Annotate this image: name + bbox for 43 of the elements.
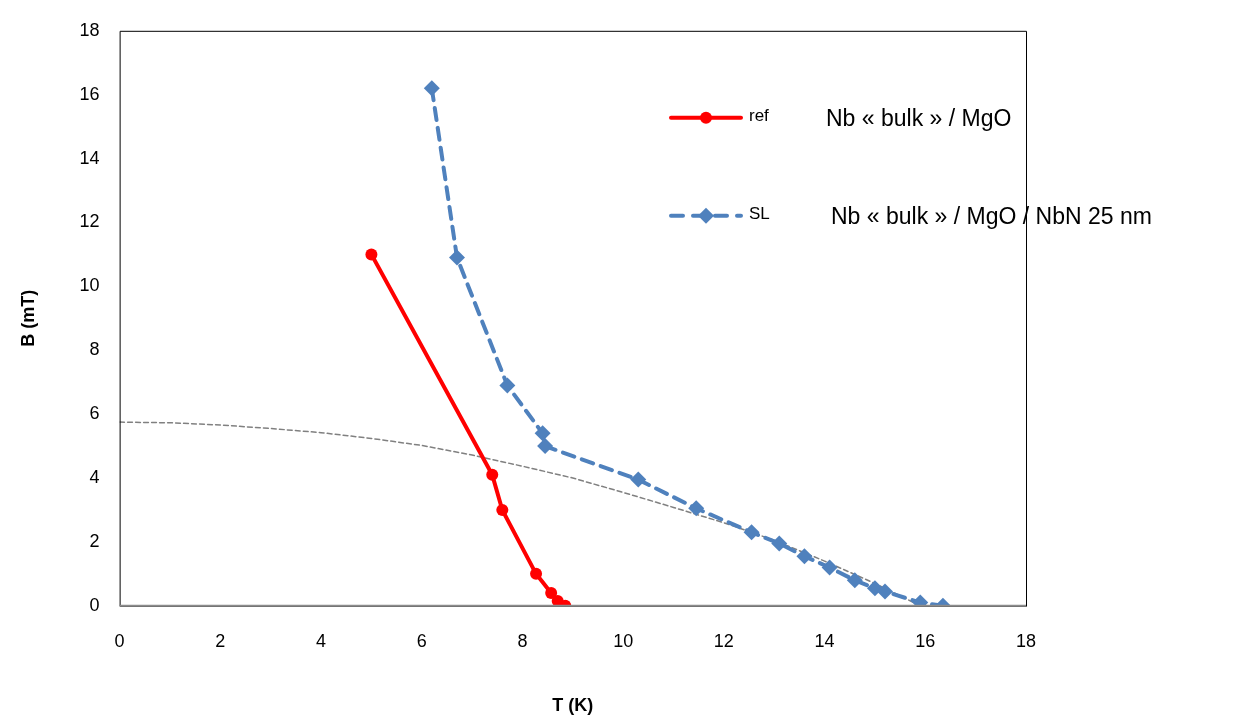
point [449,249,465,266]
x-tick-label: 2 [215,630,226,651]
point [534,425,551,442]
x-tick-label: 4 [316,630,327,651]
x-tick-label: 6 [416,630,427,651]
point [771,535,788,552]
point [423,80,440,97]
y-tick-label: 2 [89,530,100,551]
x-tick-label: 10 [613,630,634,651]
point [630,471,647,488]
point [530,567,543,580]
x-tick-label: 0 [114,630,125,651]
legend-label: SL [749,204,770,224]
annotation: Nb « bulk » / MgO [826,105,1012,132]
point [743,524,760,541]
point [688,500,705,517]
point [496,503,509,516]
y-tick-label: 6 [89,403,100,424]
point [365,248,378,261]
y-tick-label: 0 [89,594,100,615]
y-tick-label: 12 [79,211,100,232]
y-tick-label: 16 [79,83,100,104]
point [486,468,499,481]
y-tick-label: 8 [89,339,100,360]
legend-label: ref [749,106,770,126]
y-tick-label: 10 [79,275,100,296]
point [499,377,516,394]
point [537,438,554,455]
x-tick-label: 12 [713,630,734,651]
y-tick-label: 4 [89,466,100,487]
y-axis-title: B (mT) [17,289,38,347]
point [877,583,894,600]
point [796,548,813,565]
x-tick-label: 8 [517,630,528,651]
x-tick-label: 14 [814,630,835,651]
x-axis-title: T (K) [552,695,594,716]
y-tick-label: 14 [79,147,100,168]
x-tick-label: 18 [1015,630,1037,651]
point [545,587,558,600]
x-tick-label: 16 [915,630,936,651]
y-tick-label: 18 [79,19,100,40]
point [821,559,838,576]
point [846,572,863,589]
